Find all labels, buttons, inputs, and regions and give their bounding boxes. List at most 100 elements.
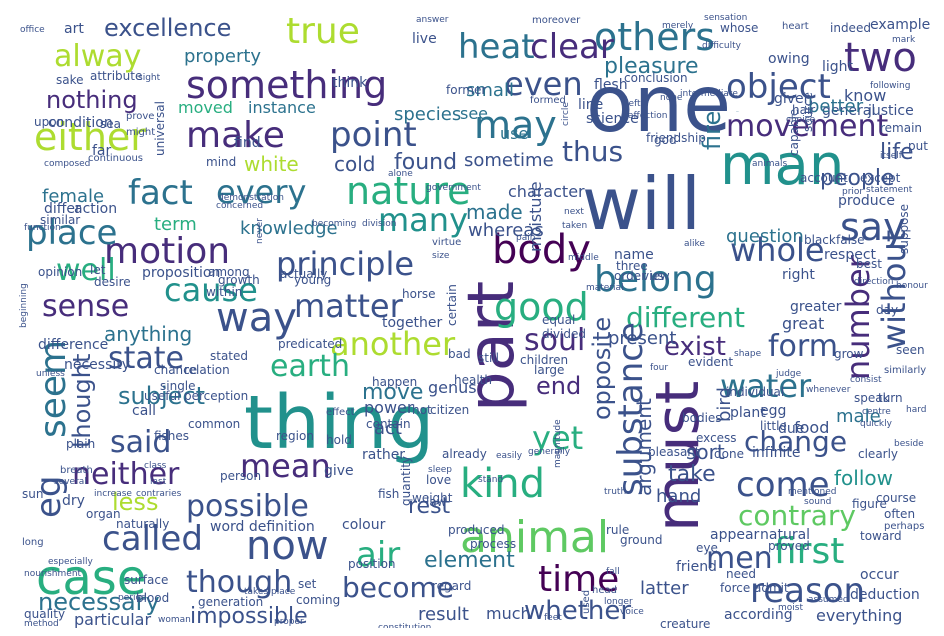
word-predicated: predicated [278, 337, 343, 351]
word-little: little [760, 419, 787, 433]
word-class: class [144, 461, 167, 471]
word-four: four [650, 363, 669, 373]
word-actually: actually [280, 267, 328, 281]
word-state: state [108, 341, 184, 376]
word-clearly: clearly [858, 447, 899, 461]
word-large: large [534, 363, 565, 377]
word-rule: rule [606, 523, 630, 537]
word-sensation: sensation [704, 13, 748, 23]
word-takes-place: takes place [244, 587, 296, 597]
word-egg: egg [760, 403, 787, 419]
word-truth: truth [604, 487, 627, 497]
word-within: within [206, 285, 243, 299]
word-honour: honour [896, 281, 928, 291]
word-live: live [412, 31, 437, 47]
word-formed: formed [530, 95, 566, 106]
word-prior: prior [842, 187, 864, 197]
word-greater: greater [790, 299, 842, 315]
word-result: result [418, 604, 469, 625]
word-continuous: continuous [88, 153, 143, 164]
word-movement: movement [726, 109, 889, 144]
word-exist: exist [664, 332, 726, 362]
word-excess: excess [696, 431, 737, 445]
word-though: though [186, 565, 293, 600]
word-among: among [208, 265, 250, 279]
word-principle: principle [276, 245, 415, 283]
word-science: science [586, 111, 639, 127]
word-proper: proper [274, 617, 304, 627]
word-everything: everything [816, 606, 903, 625]
word-stand: stand [478, 475, 504, 485]
word-made: made [466, 200, 523, 224]
word-regard: regard [432, 579, 472, 593]
word-position: position [348, 557, 396, 571]
word-contrary: contrary [738, 499, 857, 532]
word-upon: upon [34, 115, 65, 129]
word-day: day [876, 303, 899, 317]
word-good: good [494, 285, 589, 329]
word-sense: sense [42, 289, 130, 324]
word-function: function [24, 223, 61, 233]
word-general: general [822, 103, 876, 119]
word-horse: horse [402, 287, 436, 301]
word-love: love [426, 473, 452, 487]
word-justice: justice [868, 103, 914, 119]
word-source: source [801, 92, 815, 132]
word-point: point [330, 115, 417, 155]
word-see: see [460, 104, 489, 123]
word-people: people [820, 166, 895, 191]
word-light: light [822, 59, 854, 75]
word-appear: appear [710, 527, 760, 543]
word-time: time [538, 559, 620, 600]
word-instance: instance [248, 98, 316, 117]
word-animal: animal [460, 512, 610, 563]
word-differ: differ [44, 201, 81, 217]
word-ground: ground [620, 533, 663, 547]
word-sometime: sometime [464, 150, 554, 171]
word-sun: sun [22, 487, 44, 501]
word-name: name [614, 247, 654, 263]
word-conclusion: conclusion [624, 71, 688, 85]
word-eye: eye [696, 541, 718, 555]
word-soul: soul [524, 323, 586, 358]
word-question: question [726, 226, 804, 247]
word-contraries: contraries [136, 489, 182, 499]
word-rather: rather [362, 447, 406, 463]
word-different: different [626, 301, 745, 334]
word-speak: speak [854, 391, 890, 405]
word-assumed: assumed [808, 595, 849, 605]
word-beginning: beginning [19, 283, 29, 328]
word-thus: thus [562, 135, 624, 168]
word-itself: itself [880, 151, 902, 161]
word-centre: centre [862, 407, 891, 417]
word-say: say [840, 205, 906, 249]
word-demonstration: demonstration [218, 193, 284, 203]
word-suppose: suppose [897, 203, 911, 254]
word-pleasant: pleasant [648, 445, 700, 459]
word-well: well [56, 253, 116, 288]
word-term: term [154, 214, 197, 235]
word-bad: bad [448, 347, 471, 361]
word-yet: yet [532, 419, 584, 457]
word-occur: occur [860, 567, 899, 583]
word-heat: heat [458, 27, 535, 67]
word-head: head [592, 585, 617, 596]
word-office: office [20, 25, 45, 35]
word-shape: shape [734, 349, 762, 359]
word-give: give [324, 463, 354, 479]
word-unless: unless [36, 369, 65, 379]
word-breath: breath [60, 465, 93, 476]
word-mark: mark [892, 35, 916, 45]
word-condition: condition [48, 115, 113, 131]
word-pleasure: pleasure [604, 54, 699, 79]
word-sleep: sleep [428, 465, 452, 475]
word-generally: generally [528, 447, 571, 457]
word-false: false [836, 233, 865, 247]
word-consist: consist [850, 375, 882, 385]
word-natural: natural [760, 527, 811, 543]
word-far: far [92, 143, 112, 159]
word-account: account [800, 171, 848, 185]
word-creature: creature [660, 617, 711, 628]
word-white: white [244, 152, 299, 176]
word-indeed: indeed [830, 21, 871, 35]
